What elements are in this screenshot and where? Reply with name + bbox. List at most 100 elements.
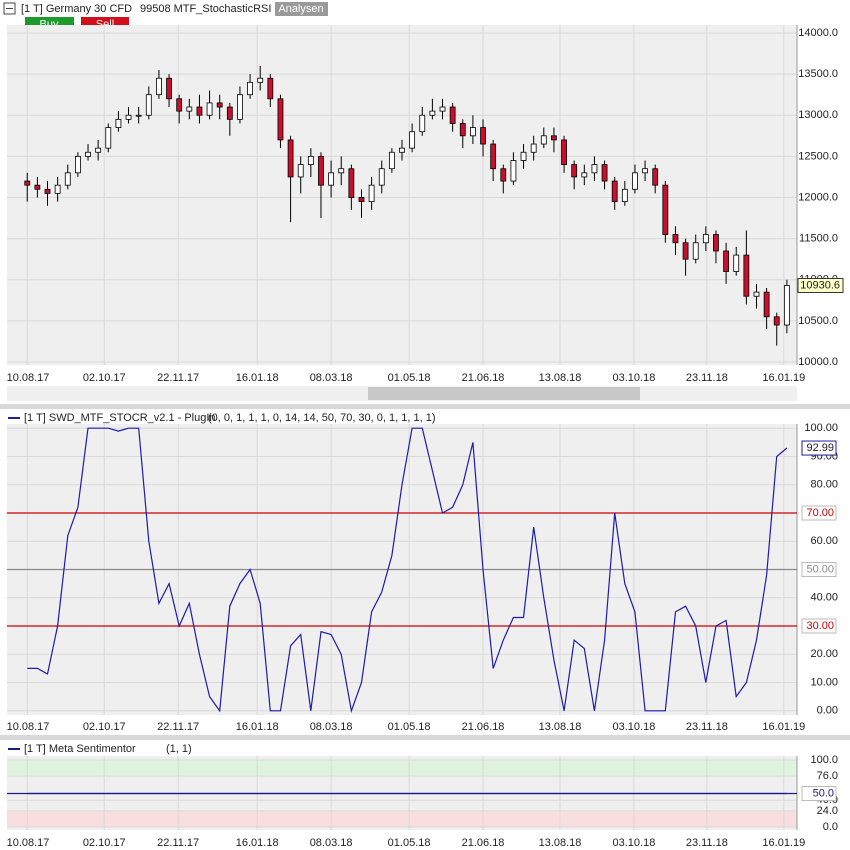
x-tick-label: 08.03.18	[310, 721, 353, 733]
level-label: 70.00	[806, 507, 834, 519]
candle-body	[358, 197, 365, 203]
candle-body	[267, 77, 274, 100]
candle-body	[64, 172, 71, 186]
indicator-name: 99508 MTF_StochasticRSI	[140, 3, 271, 15]
candle-body	[399, 147, 405, 153]
x-tick-label: 13.08.18	[539, 721, 582, 733]
candle-body	[733, 254, 740, 272]
candle-body	[44, 188, 51, 194]
candle-body	[176, 98, 183, 112]
level-label: 50.0	[813, 787, 834, 799]
candle-body	[601, 164, 608, 182]
y-tick-label: 60.00	[810, 535, 838, 547]
y-tick-label: 10.00	[810, 676, 838, 688]
y-tick-label: 100.00	[804, 422, 838, 434]
candle-body	[348, 168, 355, 198]
candle-body	[490, 143, 497, 170]
x-tick-label: 16.01.19	[762, 837, 805, 849]
x-tick-label: 10.08.17	[7, 837, 50, 849]
y-tick-label: 20.00	[810, 648, 838, 660]
x-tick-label: 03.10.18	[613, 837, 656, 849]
candle-body	[692, 242, 699, 260]
x-tick-label: 16.01.18	[236, 721, 279, 733]
candle-body	[388, 151, 395, 170]
y-tick-label: 80.00	[810, 479, 838, 491]
panel-parameters: (1, 1)	[166, 743, 192, 755]
x-tick-label: 13.08.18	[539, 837, 582, 849]
candle-body	[145, 94, 152, 116]
instrument-title: [1 T] Germany 30 CFD	[21, 3, 132, 15]
x-tick-label: 01.05.18	[388, 837, 431, 849]
x-tick-label: 23.11.18	[686, 721, 728, 733]
candle-body	[773, 316, 780, 326]
scrollbar-thumb[interactable]	[368, 387, 640, 400]
plot-area	[7, 25, 797, 365]
candle-body	[469, 127, 476, 137]
level-box	[801, 786, 837, 802]
y-tick-label: 40.00	[810, 592, 838, 604]
candle-body	[226, 106, 233, 120]
x-tick-label: 16.01.19	[762, 721, 805, 733]
candle-body	[723, 250, 730, 272]
y-tick-label: 76.0	[817, 770, 838, 782]
candle-body	[459, 123, 466, 137]
x-tick-label: 21.06.18	[462, 372, 505, 384]
candle-body	[115, 118, 122, 128]
candle-body	[713, 234, 719, 252]
candle-body	[581, 172, 588, 178]
x-tick-label: 10.08.17	[7, 372, 50, 384]
x-tick-label: 16.01.18	[236, 372, 279, 384]
candle-body	[297, 164, 304, 178]
candle-body	[763, 291, 770, 318]
x-tick-label: 13.08.18	[539, 372, 582, 384]
candle-body	[561, 139, 567, 166]
candle-body	[551, 135, 557, 141]
panel-divider[interactable]	[0, 404, 850, 409]
candle-body	[95, 147, 102, 153]
x-tick-label: 02.10.17	[83, 721, 126, 733]
panel-title: [1 T] SWD_MTF_STOCR_v2.1 - PlugIn	[24, 412, 216, 424]
last-price-box	[797, 277, 844, 293]
candle-body	[34, 184, 41, 190]
series-line	[27, 427, 788, 714]
y-tick-label: 12000.0	[798, 191, 838, 203]
candle-body	[206, 102, 213, 116]
zone-band	[7, 760, 797, 777]
candle-body	[672, 234, 679, 244]
x-tick-label: 02.10.17	[83, 372, 126, 384]
y-tick-label: 13500.0	[798, 68, 838, 80]
candle-body	[409, 131, 416, 149]
candle-body	[368, 184, 375, 203]
candle-body	[621, 188, 628, 203]
tab[interactable]	[275, 2, 328, 16]
candle-body	[571, 164, 578, 178]
candle-body	[611, 180, 618, 203]
y-tick-label: 10500.0	[798, 315, 838, 327]
panel-divider[interactable]	[0, 735, 850, 740]
candle-body	[166, 77, 172, 100]
candle-body	[702, 234, 709, 244]
x-tick-label: 21.06.18	[462, 837, 505, 849]
candle-body	[540, 135, 547, 145]
y-tick-label: 11500.0	[799, 233, 838, 245]
candle-body	[500, 168, 507, 182]
candle-body	[277, 98, 284, 141]
x-tick-label: 21.06.18	[462, 721, 505, 733]
level-box	[801, 505, 837, 521]
candle-body	[419, 114, 426, 133]
candle-body	[510, 160, 517, 182]
candle-body	[662, 184, 669, 235]
candle-body	[783, 285, 790, 326]
candle-body	[743, 254, 750, 297]
x-tick-label: 03.10.18	[613, 372, 656, 384]
candle-body	[216, 102, 223, 108]
y-tick-label: 24.0	[817, 805, 838, 817]
candle-body	[85, 151, 91, 157]
candle-body	[682, 242, 689, 260]
candle-body	[156, 77, 162, 96]
x-tick-label: 01.05.18	[388, 372, 431, 384]
candle-body	[247, 81, 253, 96]
panel: 100.076.040.024.00.010.08.1702.10.1722.1…	[7, 754, 838, 849]
panel: 100.0090.0080.0060.0040.0020.0010.000.00…	[7, 422, 838, 733]
candle-body	[196, 106, 203, 116]
